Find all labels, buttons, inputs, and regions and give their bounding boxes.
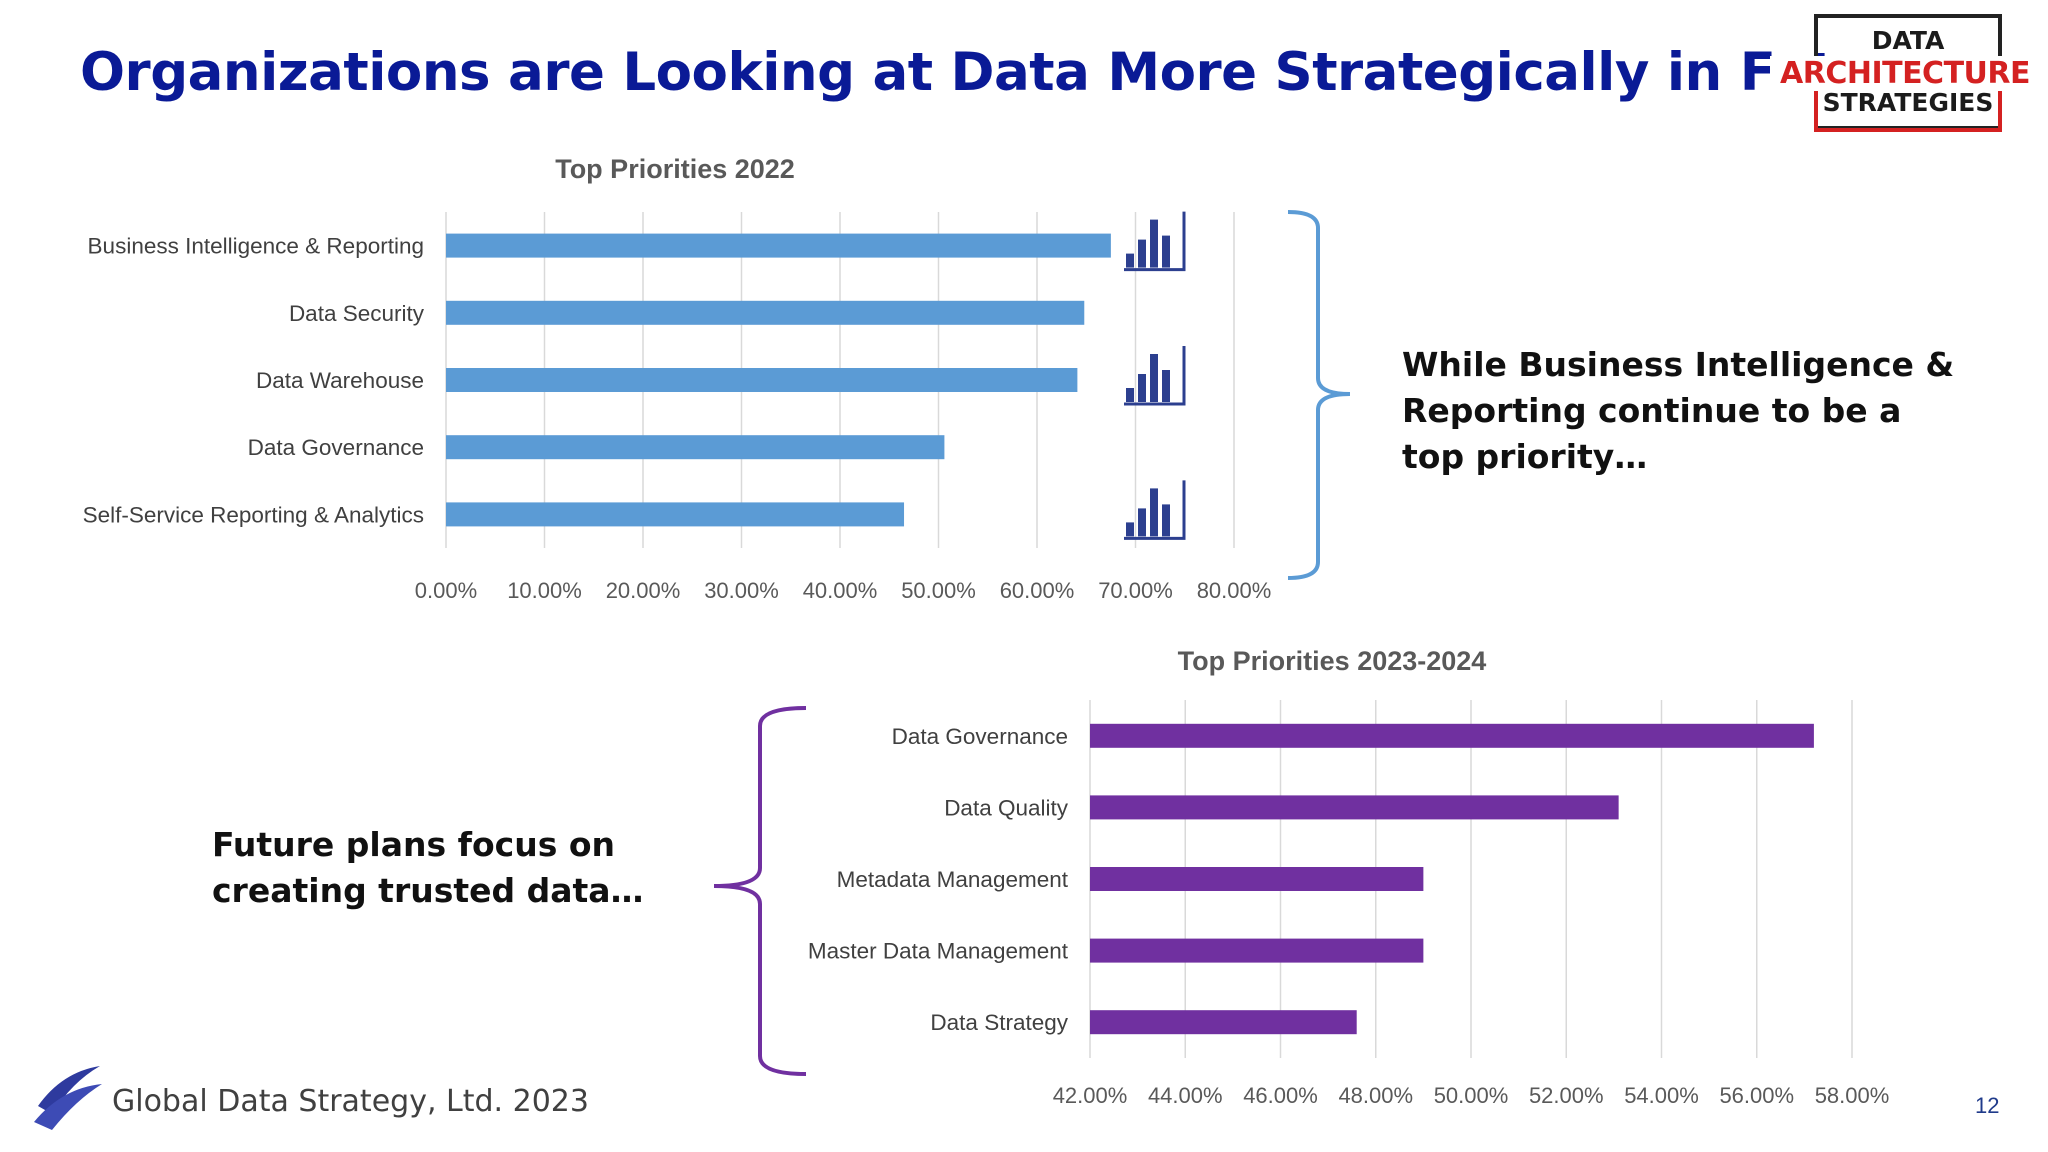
x-tick-label: 10.00% [507,578,582,603]
x-tick-label: 50.00% [901,578,976,603]
x-tick-label: 40.00% [803,578,878,603]
logo-line-2: ARCHITECTURE [1770,56,2040,91]
x-tick-label: 0.00% [415,578,477,603]
category-label: Data Strategy [930,1010,1068,1035]
x-tick-label: 42.00% [1053,1083,1128,1108]
category-label: Data Governance [892,724,1068,749]
x-tick-label: 58.00% [1815,1083,1890,1108]
bar [446,435,945,460]
x-tick-label: 30.00% [704,578,779,603]
page-number: 12 [1975,1093,2000,1118]
x-tick-label: 46.00% [1243,1083,1318,1108]
callout-trusted-data: Future plans focus on creating trusted d… [212,825,644,910]
x-tick-label: 70.00% [1098,578,1173,603]
global-data-strategy-logo [34,1066,102,1130]
bar-chart-icon [1124,211,1186,272]
bar [446,233,1111,258]
category-label: Metadata Management [837,867,1069,892]
x-tick-label: 56.00% [1719,1083,1794,1108]
logo-line-3: STRATEGIES [1822,88,1994,117]
callout-bi-reporting: While Business Intelligence & Reporting … [1402,345,1955,476]
bar [446,368,1078,392]
bar [1090,795,1619,820]
category-label: Self-Service Reporting & Analytics [83,502,424,527]
bar-chart-icon [1124,480,1186,540]
slide-title: Organizations are Looking at Data More S… [80,42,1934,103]
bar [1090,867,1424,891]
bar [1090,1010,1357,1035]
x-tick-label: 60.00% [1000,578,1075,603]
x-tick-label: 50.00% [1434,1083,1509,1108]
x-tick-label: 80.00% [1197,578,1272,603]
x-tick-label: 48.00% [1338,1083,1413,1108]
category-label: Master Data Management [808,939,1069,964]
x-tick-label: 54.00% [1624,1083,1699,1108]
category-label: Data Governance [248,435,424,460]
category-label: Data Warehouse [256,368,424,393]
logo-line-1: DATA [1871,26,1945,55]
bar [446,502,905,527]
category-label: Data Security [289,301,425,326]
chart-top-priorities-2022: Top Priorities 2022 0.00% 10.00% 20.00% 30.0… [83,154,1272,603]
chart-title: Top Priorities 2023-2024 [1178,646,1487,676]
category-label: Data Quality [944,795,1069,820]
left-curly-brace [713,706,807,1076]
logo-frame-red [1814,74,2002,132]
bar-chart-icon [1124,346,1186,406]
right-curly-brace [1287,210,1351,580]
category-label: Business Intelligence & Reporting [88,234,424,259]
chart-title: Top Priorities 2022 [555,154,795,184]
x-tick-label: 52.00% [1529,1083,1604,1108]
data-architecture-strategies-logo: DATA ARCHITECTURE STRATEGIES [1770,12,2040,136]
x-tick-label: 44.00% [1148,1083,1223,1108]
bar [1090,723,1814,748]
x-tick-label: 20.00% [606,578,681,603]
bar [446,300,1085,325]
footer-company: Global Data Strategy, Ltd. 2023 [112,1084,589,1119]
bar [1090,938,1424,963]
